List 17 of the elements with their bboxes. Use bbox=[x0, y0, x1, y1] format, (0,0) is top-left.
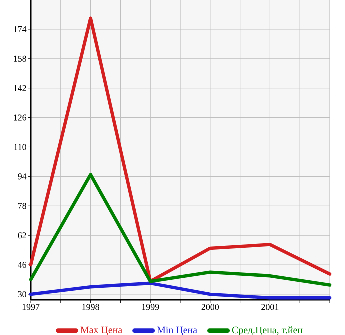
line-series bbox=[29, 173, 332, 287]
x-tick-label: 2000 bbox=[202, 304, 220, 310]
y-tick-label: 94 bbox=[18, 174, 27, 180]
legend-label: Max Цена bbox=[80, 326, 122, 335]
y-tick-label: 174 bbox=[14, 26, 27, 32]
y-tick-label: 142 bbox=[14, 85, 26, 92]
x-tick-label: 2001 bbox=[262, 304, 279, 310]
y-tick-label: 46 bbox=[18, 262, 27, 268]
y-tick-label: 110 bbox=[14, 144, 26, 150]
x-tick-label: 1997 bbox=[22, 304, 40, 310]
x-tick-label: 1998 bbox=[82, 304, 100, 310]
x-tick-label: 1999 bbox=[142, 304, 160, 310]
y-tick-label: 158 bbox=[14, 56, 26, 62]
y-tick-label: 30 bbox=[18, 291, 26, 298]
y-tick-label: 62 bbox=[18, 232, 26, 239]
y-tick-label: 78 bbox=[18, 203, 26, 210]
y-tick-label: 126 bbox=[14, 114, 27, 121]
